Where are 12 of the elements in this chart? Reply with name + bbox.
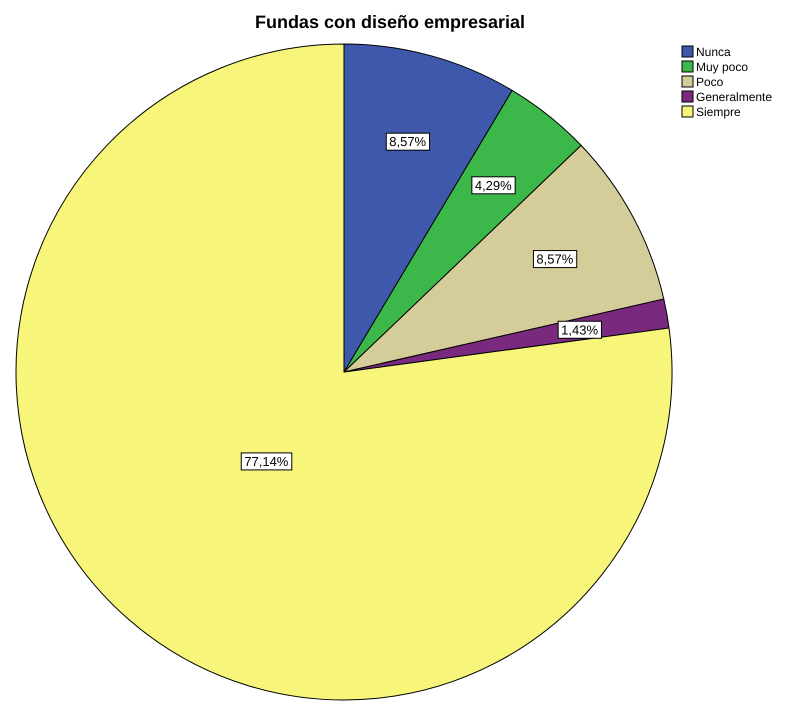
legend-label: Siempre	[696, 105, 742, 119]
legend-label: Muy poco	[696, 60, 748, 74]
legend-label: Nunca	[696, 45, 732, 59]
data-label: 1,43%	[561, 322, 598, 338]
data-label: 8,57%	[536, 252, 574, 267]
data-label: 4,29%	[474, 178, 512, 193]
chart-title: Fundas con diseño empresarial	[254, 12, 526, 32]
pie-slice	[16, 44, 672, 700]
legend-label: Generalmente	[696, 90, 772, 104]
data-label: 77,14%	[244, 454, 289, 469]
legend-label: Poco	[696, 75, 724, 89]
data-label: 8,57%	[389, 134, 427, 150]
